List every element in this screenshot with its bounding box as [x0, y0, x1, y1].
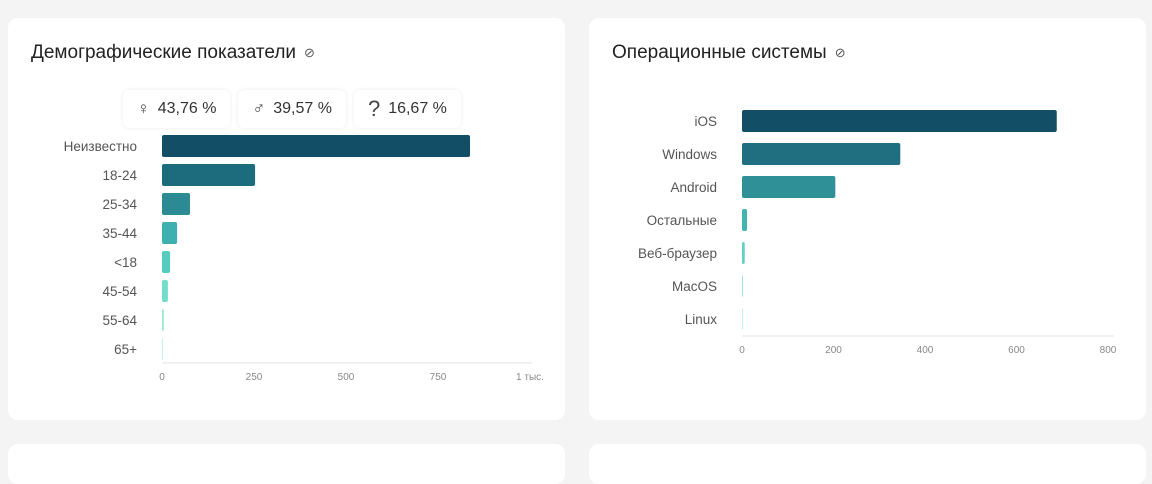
- bar: [162, 135, 471, 157]
- bar: [742, 275, 743, 297]
- demographics-chart: Неизвестно 18-24 25-34 35-44 <18 45-54 55-64 65…: [64, 135, 544, 383]
- bar: [742, 143, 901, 165]
- stat-value: 43,76 %: [157, 100, 217, 117]
- demographics-card: Демографические показатели ⊘ ♀ 43,76 % ♂ 3…: [8, 18, 565, 420]
- os-card: Операционные системы ⊘ iOS Windows Android…: [589, 18, 1146, 420]
- x-tick-label: 250: [246, 372, 263, 383]
- category-label: 35-44: [102, 226, 137, 241]
- category-label: Windows: [662, 147, 717, 162]
- category-label: 65+: [114, 342, 137, 357]
- bar: [162, 280, 168, 302]
- bar: [162, 164, 256, 186]
- category-label: Неизвестно: [64, 139, 137, 154]
- os-chart: iOS Windows Android Остальные Веб-браузер Mac…: [638, 110, 1117, 356]
- gender-stats: ♀ 43,76 % ♂ 39,57 % ? 16,67 %: [123, 90, 461, 128]
- category-label: 55-64: [102, 313, 137, 328]
- x-tick-label: 1 тыс.: [516, 372, 544, 383]
- stat-unknown: ? 16,67 %: [354, 90, 461, 128]
- category-label: Остальные: [647, 213, 717, 228]
- stat-male: ♂ 39,57 %: [238, 90, 345, 128]
- demographics-title: Демографические показатели ⊘: [31, 42, 315, 64]
- x-tick-label: 200: [825, 345, 842, 356]
- link-icon[interactable]: ⊘: [834, 45, 846, 60]
- x-tick-label: 400: [917, 345, 934, 356]
- category-label: <18: [114, 255, 137, 270]
- bar: [162, 309, 164, 331]
- x-tick-label: 0: [739, 345, 745, 356]
- bar: [742, 110, 1057, 132]
- stat-value: 16,67 %: [388, 100, 447, 117]
- bar: [742, 308, 743, 330]
- category-label: Веб-браузер: [638, 246, 717, 261]
- female-icon: ♀: [137, 99, 150, 118]
- bar: [162, 193, 190, 215]
- bar: [162, 251, 171, 273]
- x-tick-label: 800: [1100, 345, 1117, 356]
- category-label: 25-34: [102, 197, 137, 212]
- os-title: Операционные системы ⊘: [612, 42, 846, 64]
- bar: [162, 222, 178, 244]
- question-icon: ?: [367, 96, 381, 121]
- bar: [742, 176, 836, 198]
- bottom-right-card: [589, 444, 1146, 484]
- x-tick-label: 750: [430, 372, 447, 383]
- category-label: iOS: [694, 114, 717, 129]
- stat-female: ♀ 43,76 %: [123, 90, 230, 128]
- x-tick-label: 500: [338, 372, 355, 383]
- category-label: 45-54: [102, 284, 137, 299]
- category-label: Android: [670, 180, 717, 195]
- x-tick-label: 600: [1008, 345, 1025, 356]
- stat-value: 39,57 %: [273, 100, 332, 117]
- male-icon: ♂: [252, 99, 266, 118]
- category-label: Linux: [685, 312, 718, 327]
- bar: [742, 209, 748, 231]
- bottom-left-card: [8, 444, 565, 484]
- category-label: MacOS: [672, 279, 717, 294]
- bar: [162, 338, 163, 360]
- category-label: 18-24: [102, 168, 137, 183]
- bar: [742, 242, 745, 264]
- x-tick-label: 0: [159, 372, 165, 383]
- link-icon[interactable]: ⊘: [304, 45, 315, 60]
- demographics-title-text: Демографические показатели: [31, 42, 297, 63]
- os-title-text: Операционные системы: [612, 42, 827, 63]
